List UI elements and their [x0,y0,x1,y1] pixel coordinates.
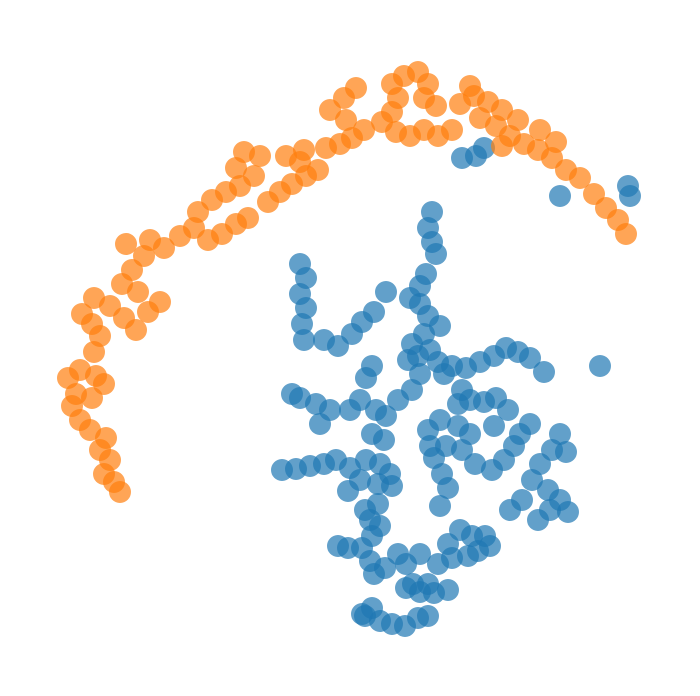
data-point [429,495,451,517]
data-point [437,533,459,555]
data-point [125,319,147,341]
data-point [417,605,439,627]
data-point [437,579,459,601]
data-point [511,489,533,511]
data-point [409,363,431,385]
data-point [327,535,349,557]
data-point [335,109,357,131]
data-point [153,237,175,259]
data-point [374,557,396,579]
data-point [402,573,424,595]
data-point [281,383,303,405]
data-point [293,329,315,351]
data-point [557,501,579,523]
data-point [115,233,137,255]
data-point [419,435,441,457]
data-point [569,167,591,189]
data-point [425,243,447,265]
data-point [149,291,171,313]
data-point [361,355,383,377]
data-point [464,453,486,475]
data-point [469,107,491,129]
series-1 [57,61,637,503]
data-point [537,479,559,501]
data-point [533,361,555,383]
data-point [615,223,637,245]
data-point [441,119,463,141]
data-point [367,493,389,515]
data-point [337,480,359,502]
data-point [483,415,505,437]
data-point [549,185,571,207]
data-point [555,441,577,463]
data-point [451,439,473,461]
data-point [355,449,377,471]
data-point [491,135,513,157]
data-point [421,201,443,223]
data-point [237,207,259,229]
data-point [345,77,367,99]
data-point [249,145,271,167]
data-point [507,109,529,131]
data-point [375,405,397,427]
data-point [369,515,391,537]
data-point [451,379,473,401]
data-point [349,389,371,411]
data-point [367,473,389,495]
data-point [293,139,315,161]
data-point [529,119,551,141]
data-point [363,301,385,323]
data-point [415,263,437,285]
data-point [373,429,395,451]
data-point [473,137,495,159]
data-point [589,355,611,377]
data-point [275,145,297,167]
data-point [375,281,397,303]
data-point [243,165,265,187]
data-point [519,413,541,435]
data-point [307,159,329,181]
data-point [429,409,451,431]
data-point [71,303,93,325]
data-point [459,75,481,97]
series-layer [57,61,641,637]
data-point [519,347,541,369]
data-point [549,423,571,445]
data-point [545,131,567,153]
data-point [81,387,103,409]
series-0 [271,137,641,637]
data-point [425,95,447,117]
data-point [289,253,311,275]
data-point [617,175,639,197]
data-point [351,603,373,625]
data-point [409,543,431,565]
data-point [353,119,375,141]
